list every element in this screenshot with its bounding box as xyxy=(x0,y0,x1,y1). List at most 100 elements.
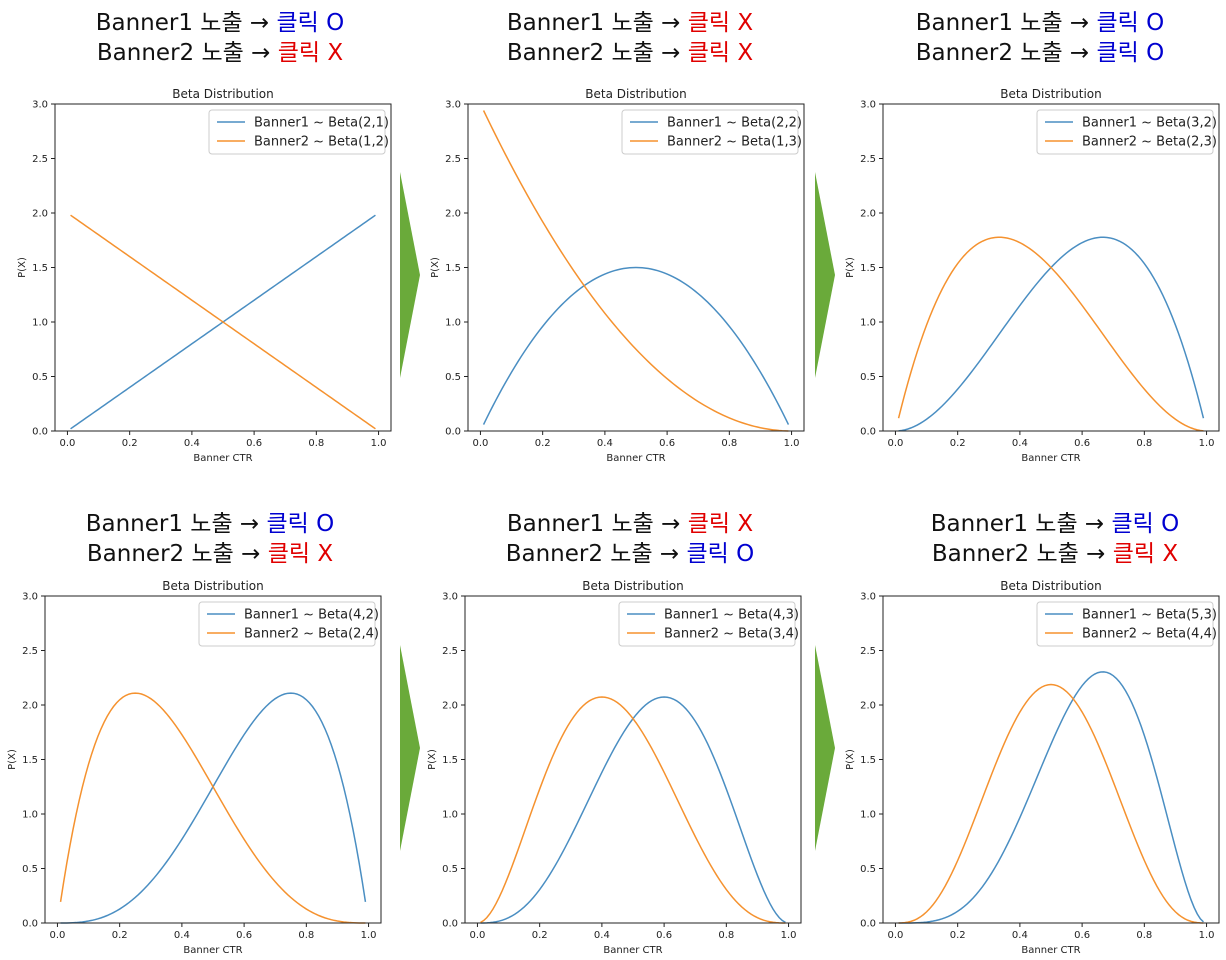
x-tick-label: 0.0 xyxy=(887,930,903,941)
x-tick-label: 0.0 xyxy=(469,930,485,941)
x-tick-label: 1.0 xyxy=(784,438,800,449)
next-step-arrow-icon xyxy=(815,172,835,378)
x-tick-label: 0.2 xyxy=(950,930,966,941)
banner2-result-line: Banner2 노출 → 클릭 X xyxy=(86,541,334,567)
y-tick-label: 1.0 xyxy=(442,810,458,821)
panel-heading-6: Banner1 노출 → 클릭 O Banner2 노출 → 클릭 X xyxy=(880,509,1226,569)
chart-title: Beta Distribution xyxy=(585,87,687,101)
y-tick-label: 2.5 xyxy=(860,646,876,657)
x-tick-label: 0.6 xyxy=(246,438,262,449)
beta-chart-6: Beta Distribution Banner CTR P(X) 0.0 0.2 0.4… xyxy=(845,579,1220,956)
banner2-result-line: Banner2 노출 → 클릭 X xyxy=(931,541,1179,567)
banner1-result-line: Banner1 노출 → 클릭 X xyxy=(506,511,754,537)
plot-frame xyxy=(464,595,802,924)
y-tick-label: 0.0 xyxy=(442,919,458,930)
banner2-result-line: Banner2 노출 → 클릭 X xyxy=(96,40,344,66)
x-tick-label: 0.4 xyxy=(174,930,190,941)
y-axis-label: P(X) xyxy=(430,257,441,278)
banner1-result-line: Banner1 노출 → 클릭 O xyxy=(85,511,335,537)
y-tick-label: 1.5 xyxy=(442,755,458,766)
x-tick-label: 0.2 xyxy=(112,930,128,941)
x-axis-label: Banner CTR xyxy=(1021,453,1080,464)
series-line-1 xyxy=(60,692,367,924)
x-tick-label: 0.6 xyxy=(1074,438,1090,449)
y-tick-label: 2.0 xyxy=(442,701,458,712)
y-tick-label: 1.0 xyxy=(860,318,876,329)
y-tick-label: 1.0 xyxy=(22,810,38,821)
y-tick-label: 1.0 xyxy=(445,318,461,329)
legend-box xyxy=(1036,601,1214,647)
legend: Banner1 ~ Beta(3,2) Banner2 ~ Beta(2,3) xyxy=(1036,109,1217,155)
y-tick-label: 1.0 xyxy=(32,318,48,329)
series-line-2 xyxy=(59,692,366,924)
chart-title: Beta Distribution xyxy=(162,579,264,593)
legend-label-1: Banner1 ~ Beta(2,2) xyxy=(667,116,802,131)
next-step-arrow-icon xyxy=(815,645,835,851)
beta-chart-3: Beta Distribution Banner CTR P(X) 0.0 0.2 0.4… xyxy=(845,87,1220,464)
legend-box xyxy=(208,109,386,155)
click-mark: X xyxy=(737,511,754,537)
x-tick-label: 0.2 xyxy=(950,438,966,449)
legend-label-1: Banner1 ~ Beta(2,1) xyxy=(254,116,389,131)
x-tick-label: 0.4 xyxy=(597,438,613,449)
y-tick-label: 2.5 xyxy=(32,154,48,165)
plot-frame xyxy=(44,595,382,924)
y-tick-label: 2.5 xyxy=(860,154,876,165)
y-tick-label: 1.0 xyxy=(860,810,876,821)
y-tick-label: 0.5 xyxy=(22,864,38,875)
y-tick-label: 0.0 xyxy=(445,427,461,438)
x-tick-label: 1.0 xyxy=(1199,438,1215,449)
plot-frame xyxy=(882,103,1220,432)
series-line-2 xyxy=(897,236,1204,432)
panel-heading-5: Banner1 노출 → 클릭 X Banner2 노출 → 클릭 O xyxy=(455,509,805,569)
click-word: 클릭 xyxy=(1096,40,1147,66)
y-tick-label: 1.5 xyxy=(445,263,461,274)
y-axis-label: P(X) xyxy=(427,749,438,770)
x-tick-label: 0.0 xyxy=(887,438,903,449)
click-word: 클릭 xyxy=(267,541,318,567)
y-tick-label: 2.0 xyxy=(860,209,876,220)
legend: Banner1 ~ Beta(2,1) Banner2 ~ Beta(1,2) xyxy=(208,109,389,155)
y-tick-label: 1.5 xyxy=(22,755,38,766)
click-mark: O xyxy=(1146,10,1165,36)
x-tick-label: 0.2 xyxy=(122,438,138,449)
x-tick-label: 1.0 xyxy=(781,930,797,941)
banner2-result-line: Banner2 노출 → 클릭 O xyxy=(505,541,755,567)
chart-title: Beta Distribution xyxy=(1000,579,1102,593)
click-mark: O xyxy=(1146,40,1165,66)
y-tick-label: 2.5 xyxy=(442,646,458,657)
legend-label-2: Banner2 ~ Beta(2,3) xyxy=(1082,135,1217,150)
legend-label-1: Banner1 ~ Beta(3,2) xyxy=(1082,116,1217,131)
click-word: 클릭 xyxy=(687,511,738,537)
x-tick-label: 0.4 xyxy=(184,438,200,449)
legend-box xyxy=(198,601,376,647)
x-tick-label: 0.0 xyxy=(49,930,65,941)
beta-chart-4: Beta Distribution Banner CTR P(X) 0.0 0.2 0.4… xyxy=(7,579,382,956)
x-axis-label: Banner CTR xyxy=(183,945,242,956)
y-tick-label: 2.5 xyxy=(445,154,461,165)
click-word: 클릭 xyxy=(277,40,328,66)
x-tick-label: 0.0 xyxy=(472,438,488,449)
y-tick-label: 2.0 xyxy=(32,209,48,220)
click-mark: X xyxy=(1162,541,1179,567)
beta-chart-1: Beta Distribution Banner CTR P(X) 0.0 0.2 0.4… xyxy=(17,87,392,464)
series-line-1 xyxy=(898,671,1204,924)
click-mark: X xyxy=(737,10,754,36)
x-axis-label: Banner CTR xyxy=(193,453,252,464)
legend-label-1: Banner1 ~ Beta(4,3) xyxy=(664,608,799,623)
y-tick-label: 0.0 xyxy=(32,427,48,438)
x-tick-label: 0.6 xyxy=(1074,930,1090,941)
banner1-result-line: Banner1 노출 → 클릭 X xyxy=(506,10,754,36)
y-tick-label: 0.5 xyxy=(442,864,458,875)
banner1-result-line: Banner1 노출 → 클릭 O xyxy=(915,10,1165,36)
legend-label-2: Banner2 ~ Beta(1,2) xyxy=(254,135,389,150)
click-word: 클릭 xyxy=(276,10,327,36)
banner2-result-line: Banner2 노출 → 클릭 X xyxy=(506,40,754,66)
banner2-result-line: Banner2 노출 → 클릭 O xyxy=(915,40,1165,66)
series-line-2 xyxy=(482,110,789,432)
y-tick-label: 0.5 xyxy=(860,372,876,383)
x-tick-label: 1.0 xyxy=(371,438,387,449)
legend: Banner1 ~ Beta(4,2) Banner2 ~ Beta(2,4) xyxy=(198,601,379,647)
click-word: 클릭 xyxy=(687,10,738,36)
y-tick-label: 0.0 xyxy=(860,427,876,438)
